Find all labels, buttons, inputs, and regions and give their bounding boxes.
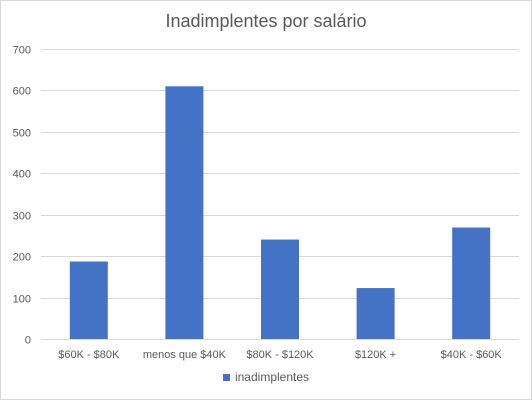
legend-label: inadimplentes — [235, 370, 309, 384]
y-tick-label: 300 — [13, 211, 31, 223]
y-tick-label: 100 — [13, 294, 31, 306]
x-tick-label: menos que $40K — [143, 349, 227, 361]
bar — [165, 86, 204, 340]
x-tick-label: $80K - $120K — [246, 349, 314, 361]
bar — [452, 227, 491, 339]
x-tick-label: $60K - $80K — [58, 349, 120, 361]
x-tick-label: $40K - $60K — [441, 349, 503, 361]
chart-title: Inadimplentes por salário — [165, 11, 367, 31]
y-tick-label: 500 — [13, 128, 31, 140]
bar — [261, 239, 299, 339]
bar — [69, 261, 108, 339]
y-tick-label: 600 — [13, 86, 31, 98]
y-tick-label: 200 — [13, 252, 31, 264]
bar — [356, 288, 395, 339]
y-tick-label: 0 — [25, 335, 31, 347]
x-tick-label: $120K + — [355, 349, 396, 361]
y-tick-label: 400 — [13, 169, 31, 181]
y-tick-label: 700 — [13, 45, 31, 57]
legend-swatch — [222, 374, 230, 381]
